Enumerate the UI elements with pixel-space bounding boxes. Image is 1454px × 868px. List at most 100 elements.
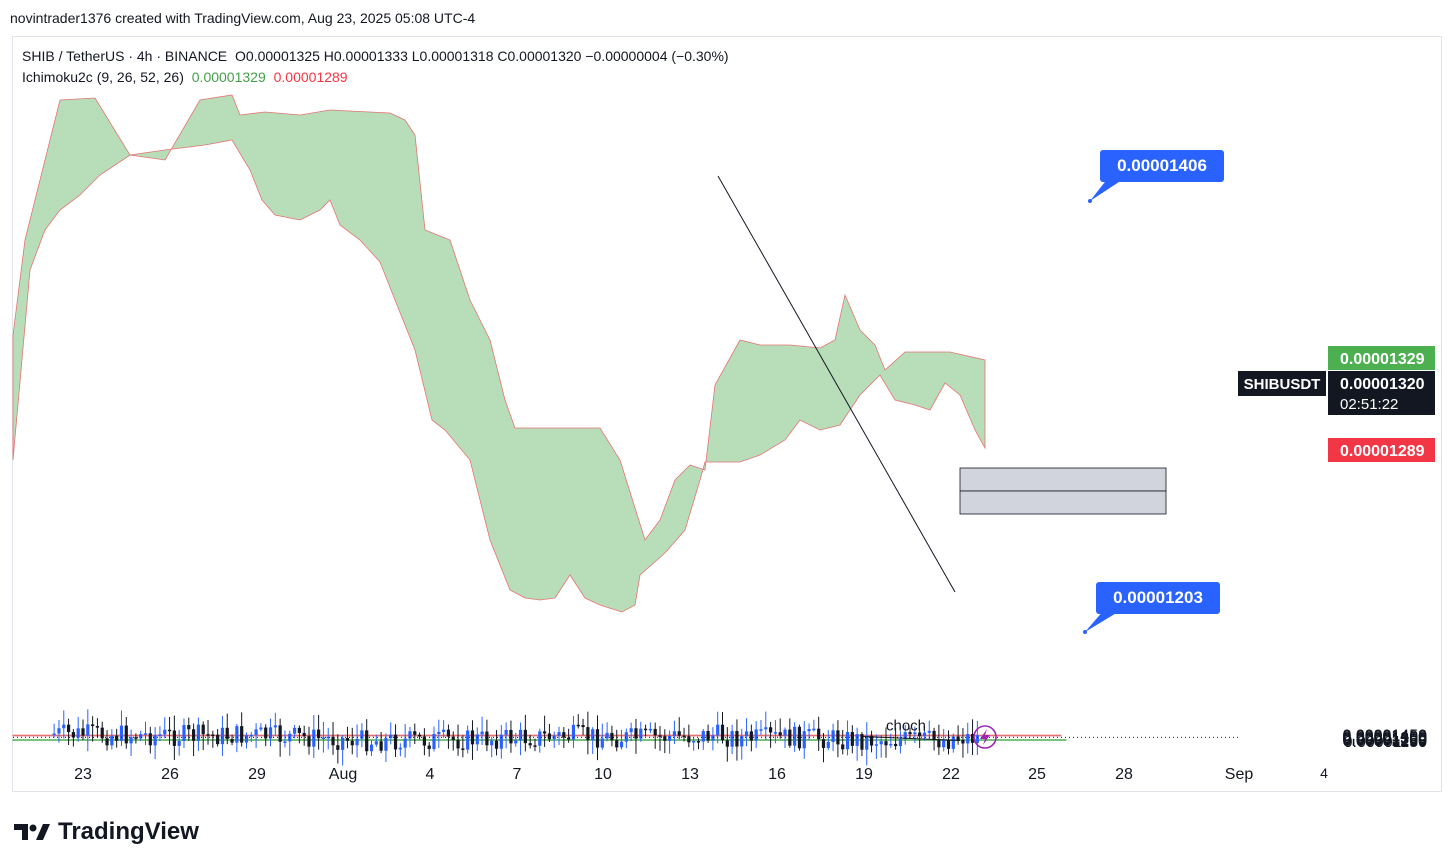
candle-body[interactable] <box>167 729 172 732</box>
candle-body[interactable] <box>595 729 600 748</box>
candle-body[interactable] <box>379 741 383 751</box>
candle-body[interactable] <box>913 732 917 735</box>
candle-body[interactable] <box>908 732 912 735</box>
candle-body[interactable] <box>605 732 609 739</box>
candle-body[interactable] <box>740 736 744 747</box>
candle-body[interactable] <box>134 737 138 739</box>
candle-body[interactable] <box>384 738 388 751</box>
candle-body[interactable] <box>115 735 119 741</box>
candle-body[interactable] <box>547 733 552 740</box>
candle-body[interactable] <box>417 734 422 737</box>
candle-body[interactable] <box>244 735 249 743</box>
tradingview-logo[interactable]: TradingView <box>14 818 199 846</box>
candle-body[interactable] <box>446 729 451 737</box>
candle-body[interactable] <box>427 745 431 749</box>
indicator-name[interactable]: Ichimoku2c (9, 26, 52, 26) <box>22 69 184 85</box>
candle-body[interactable] <box>937 740 941 748</box>
candle-body[interactable] <box>355 738 359 746</box>
price-callout-1[interactable] <box>1096 582 1220 614</box>
candle-body[interactable] <box>52 733 56 736</box>
bolt-icon[interactable] <box>973 725 997 749</box>
candle-body[interactable] <box>398 747 402 750</box>
candle-body[interactable] <box>494 740 499 749</box>
candle-body[interactable] <box>110 735 114 746</box>
candle-body[interactable] <box>273 725 277 728</box>
candle-body[interactable] <box>437 731 441 735</box>
candle-body[interactable] <box>249 735 253 737</box>
candle-body[interactable] <box>403 738 407 748</box>
candle-body[interactable] <box>956 736 960 741</box>
candle-body[interactable] <box>749 731 753 741</box>
ichimoku-upper-badge[interactable] <box>1328 346 1435 370</box>
candle-body[interactable] <box>687 736 691 743</box>
candle-body[interactable] <box>884 741 888 746</box>
candle-body[interactable] <box>634 728 638 739</box>
candle-body[interactable] <box>129 737 133 744</box>
candle-body[interactable] <box>716 724 720 736</box>
candle-body[interactable] <box>802 731 806 749</box>
resistance-zone[interactable] <box>12 734 1062 737</box>
candle-body[interactable] <box>754 729 758 741</box>
price-callout-0[interactable] <box>1100 150 1224 182</box>
candle-body[interactable] <box>869 735 874 746</box>
candle-body[interactable] <box>773 732 777 734</box>
candle-body[interactable] <box>302 732 306 737</box>
candle-body[interactable] <box>393 734 398 750</box>
candle-body[interactable] <box>865 735 869 750</box>
candle-body[interactable] <box>158 734 162 736</box>
trend-line[interactable] <box>717 175 956 593</box>
candle-body[interactable] <box>283 741 287 743</box>
candle-body[interactable] <box>918 732 922 737</box>
candle-body[interactable] <box>369 744 374 752</box>
candle-body[interactable] <box>523 729 527 744</box>
candle-body[interactable] <box>874 744 878 746</box>
candle-body[interactable] <box>720 724 725 741</box>
candle-body[interactable] <box>860 734 864 750</box>
candle-body[interactable] <box>480 731 484 735</box>
candle-body[interactable] <box>821 739 826 748</box>
choch-line[interactable] <box>861 736 961 742</box>
candle-body[interactable] <box>653 728 657 736</box>
candle-body[interactable] <box>374 741 378 745</box>
candle-body[interactable] <box>701 730 705 742</box>
candle-body[interactable] <box>586 727 590 741</box>
candle-body[interactable] <box>961 740 965 744</box>
candle-body[interactable] <box>196 724 200 741</box>
candle-body[interactable] <box>240 726 244 743</box>
candle-body[interactable] <box>292 727 297 734</box>
candle-body[interactable] <box>658 735 662 737</box>
candle-body[interactable] <box>807 729 811 732</box>
candle-body[interactable] <box>538 731 542 746</box>
candle-body[interactable] <box>321 737 326 740</box>
candle-body[interactable] <box>778 732 782 736</box>
candle-body[interactable] <box>879 741 883 745</box>
candle-body[interactable] <box>552 735 556 740</box>
candle-body[interactable] <box>648 728 652 731</box>
candle-body[interactable] <box>105 738 109 746</box>
candle-body[interactable] <box>942 739 946 748</box>
chart-frame[interactable] <box>12 36 1442 792</box>
candle-body[interactable] <box>730 731 734 747</box>
candle-body[interactable] <box>889 743 893 746</box>
candle-body[interactable] <box>163 729 167 735</box>
candle-body[interactable] <box>643 728 648 731</box>
candle-body[interactable] <box>191 729 196 741</box>
candle-body[interactable] <box>148 733 152 746</box>
candle-body[interactable] <box>932 730 936 741</box>
candle-body[interactable] <box>927 730 931 733</box>
candle-body[interactable] <box>172 730 176 746</box>
candle-body[interactable] <box>845 731 850 750</box>
current-price-badge[interactable] <box>1328 371 1435 415</box>
candle-body[interactable] <box>576 724 580 727</box>
candle-body[interactable] <box>509 729 513 744</box>
candle-body[interactable] <box>615 740 619 748</box>
candle-body[interactable] <box>182 725 186 742</box>
candle-body[interactable] <box>297 727 301 733</box>
candle-body[interactable] <box>187 725 191 730</box>
candle-body[interactable] <box>744 731 749 737</box>
candle-body[interactable] <box>783 729 787 736</box>
candle-body[interactable] <box>124 725 128 744</box>
candle-body[interactable] <box>490 740 494 746</box>
candle-body[interactable] <box>95 726 100 728</box>
candle-body[interactable] <box>797 726 802 749</box>
